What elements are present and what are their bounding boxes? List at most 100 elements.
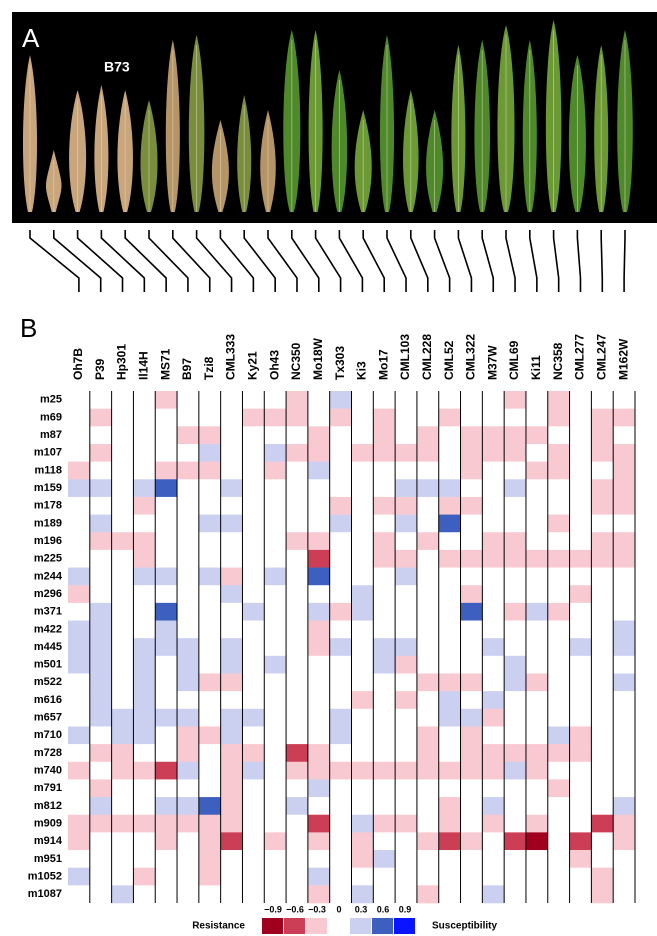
heatmap-cell (68, 832, 91, 851)
heatmap-cell (242, 532, 265, 551)
heatmap-cell (351, 496, 374, 515)
heatmap-cell (547, 832, 570, 851)
column-label: Il14H (136, 351, 150, 380)
heatmap-cell (242, 744, 265, 763)
heatmap-cell (569, 744, 592, 763)
heatmap-cell (198, 726, 221, 745)
heatmap-cell (438, 602, 461, 621)
heatmap-cell (613, 479, 636, 498)
heatmap-cell (329, 691, 352, 710)
heatmap-cell (133, 479, 156, 498)
heatmap-cell (264, 885, 287, 904)
heatmap-cell (613, 850, 636, 868)
heatmap-cell (482, 585, 505, 604)
row-label: m791 (34, 782, 62, 794)
heatmap-cell (286, 779, 309, 798)
heatmap-cell (591, 691, 614, 710)
heatmap-cell (569, 532, 592, 551)
heatmap-cell (547, 797, 570, 816)
heatmap-cell (569, 602, 592, 621)
legend-tick-label: −0.3 (308, 904, 326, 914)
heatmap-cell (482, 391, 505, 409)
heatmap-cell (373, 443, 396, 462)
heatmap-cell (525, 443, 549, 462)
connector (29, 230, 80, 292)
heatmap-cell (416, 726, 440, 745)
connector (124, 230, 167, 292)
heatmap-cell (177, 814, 200, 833)
heatmap-cell (460, 391, 483, 409)
heatmap-cell (242, 832, 265, 851)
heatmap-cell (177, 797, 200, 816)
heatmap-cell (329, 638, 352, 657)
heatmap-cell (613, 602, 636, 621)
heatmap-cell (438, 620, 461, 639)
heatmap-cell (111, 708, 134, 727)
heatmap-cell (547, 443, 570, 462)
heatmap-cell (220, 726, 243, 745)
heatmap-cell (329, 708, 352, 727)
connector (314, 230, 342, 292)
heatmap-cell (264, 761, 287, 780)
connector (362, 230, 386, 292)
heatmap-cell (591, 814, 614, 833)
heatmap-cell (504, 691, 527, 710)
heatmap-cell (329, 461, 352, 480)
heatmap-cell (220, 867, 243, 886)
heatmap-cell (351, 673, 374, 692)
column-label: Tzi8 (202, 356, 216, 380)
legend-label: Susceptibility (432, 921, 497, 932)
connector (576, 230, 582, 292)
heatmap-cell (89, 408, 112, 427)
heatmap-cell (68, 885, 91, 904)
heatmap-cell (504, 850, 527, 868)
heatmap-cell (242, 691, 265, 710)
heatmap-cell (591, 655, 614, 674)
heatmap-cell (460, 532, 483, 551)
heatmap-cell (351, 779, 374, 798)
heatmap-cell (307, 850, 330, 868)
column-label: Oh43 (267, 350, 281, 380)
connector (457, 230, 473, 292)
column-label: NC350 (289, 342, 303, 380)
heatmap-cell (220, 585, 243, 604)
heatmap-cell (307, 585, 330, 604)
heatmap-cell (525, 549, 549, 568)
heatmap-cell (198, 461, 221, 480)
heatmap-cell (68, 514, 91, 533)
heatmap-cell (591, 620, 614, 639)
heatmap-cell (155, 691, 178, 710)
heatmap-cell (111, 532, 134, 551)
heatmap-cell (438, 708, 461, 727)
heatmap-cell (482, 814, 505, 833)
heatmap-cell (220, 638, 243, 657)
heatmap-cell (198, 814, 221, 833)
heatmap-cell (89, 885, 112, 904)
heatmap-cell (504, 532, 527, 551)
heatmap-cell (395, 691, 418, 710)
heatmap-cell (264, 602, 287, 621)
row-label: m1087 (28, 888, 62, 900)
heatmap-cell (177, 779, 200, 798)
row-label: m189 (34, 517, 62, 529)
heatmap-cell (438, 391, 461, 409)
heatmap-cell (220, 567, 243, 586)
heatmap-cell (242, 779, 265, 798)
heatmap-cell (482, 691, 505, 710)
heatmap-cell (591, 638, 614, 657)
heatmap-cell (264, 638, 287, 657)
heatmap-cell (569, 779, 592, 798)
heatmap-cell (286, 867, 309, 886)
heatmap-cell (111, 797, 134, 816)
heatmap-cell (198, 691, 221, 710)
heatmap-cell (504, 744, 527, 763)
heatmap-cell (111, 761, 134, 780)
heatmap-cell (460, 832, 483, 851)
heatmap-cell (395, 673, 418, 692)
column-label: CML247 (594, 334, 608, 380)
heatmap-cell (395, 638, 418, 657)
heatmap-cell (198, 620, 221, 639)
heatmap-cell (242, 585, 265, 604)
column-label: Mo17 (376, 349, 390, 380)
heatmap-cell (307, 673, 330, 692)
